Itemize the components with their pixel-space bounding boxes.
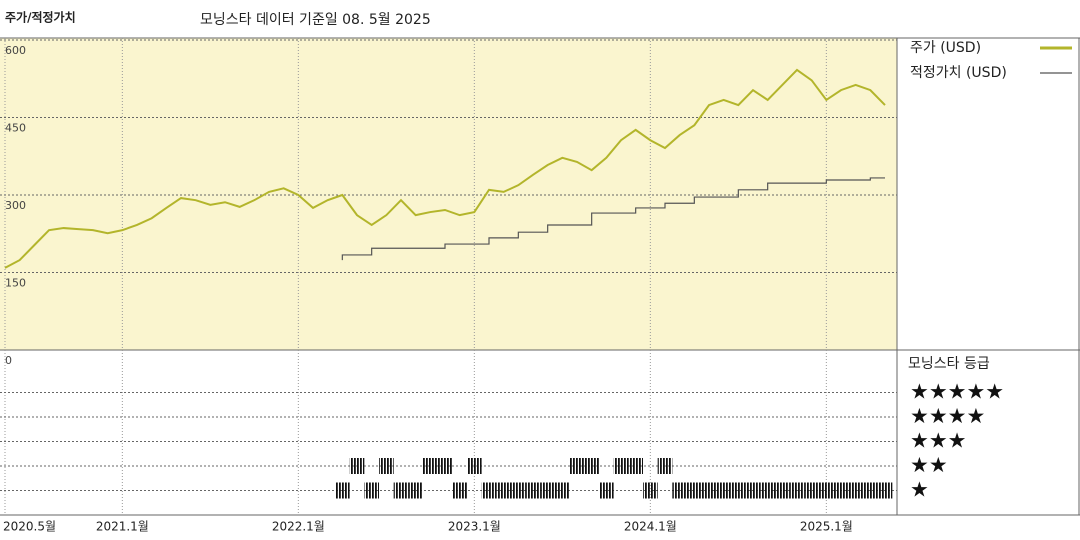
rating-mark: [569, 458, 585, 474]
rating-label: ★★: [910, 453, 948, 477]
rating-mark: [672, 482, 687, 499]
rating-mark: [511, 482, 526, 499]
rating-mark: [701, 482, 717, 499]
y-tick-label: 150: [5, 277, 26, 290]
x-tick-label: 2021.1월: [96, 520, 149, 534]
rating-mark: [437, 458, 453, 474]
legend-label: 적정가치 (USD): [910, 65, 1007, 81]
rating-mark: [628, 458, 643, 474]
rating-mark: [863, 482, 878, 499]
rating-mark: [335, 482, 350, 499]
rating-mark: [657, 458, 673, 474]
rating-mark: [364, 482, 379, 499]
plot-background: [0, 38, 897, 350]
rating-mark: [745, 482, 761, 499]
rating-label: ★★★: [910, 429, 966, 453]
rating-mark: [789, 482, 805, 499]
rating-mark: [848, 482, 863, 499]
x-tick-label: 2020.5월: [3, 520, 56, 534]
x-tick-label: 2022.1월: [272, 520, 325, 534]
series-line: [4, 68, 886, 269]
rating-mark: [496, 482, 511, 499]
rating-mark: [877, 482, 893, 499]
rating-mark: [393, 482, 409, 499]
chart-subtitle: 모닝스타 데이터 기준일 08. 5월 2025: [200, 12, 431, 28]
legend-label: 주가 (USD): [910, 40, 981, 56]
y-tick-label: 450: [5, 122, 26, 135]
rating-mark: [775, 482, 790, 499]
rating-mark: [760, 482, 775, 499]
rating-mark: [467, 458, 482, 474]
rating-mark: [819, 482, 834, 499]
rating-mark: [525, 482, 541, 499]
x-tick-label: 2025.1월: [800, 520, 853, 534]
rating-mark: [408, 482, 423, 499]
y-tick-label: 0: [5, 354, 12, 367]
rating-label: ★★★★: [910, 404, 985, 428]
rating-mark: [555, 482, 570, 499]
rating-mark: [613, 458, 629, 474]
series-line: [341, 177, 885, 261]
rating-mark: [423, 458, 438, 474]
y-tick-label: 600: [5, 44, 26, 57]
x-tick-label: 2023.1월: [448, 520, 501, 534]
rating-mark: [481, 482, 497, 499]
rating-mark: [349, 458, 365, 474]
rating-mark: [687, 482, 702, 499]
y-tick-label: 300: [5, 199, 26, 212]
rating-mark: [716, 482, 731, 499]
rating-mark: [379, 458, 394, 474]
rating-mark: [452, 482, 467, 499]
rating-mark: [584, 458, 599, 474]
rating-mark: [643, 482, 658, 499]
chart-title: 주가/적정가치: [5, 10, 76, 25]
x-tick-label: 2024.1월: [624, 520, 677, 534]
rating-mark: [804, 482, 819, 499]
rating-label: ★: [910, 478, 929, 502]
rating-label: ★★★★★: [910, 380, 1004, 404]
rating-mark: [833, 482, 849, 499]
rating-title: 모닝스타 등급: [908, 356, 990, 372]
rating-mark: [540, 482, 555, 499]
rating-mark: [599, 482, 614, 499]
rating-mark: [731, 482, 746, 499]
